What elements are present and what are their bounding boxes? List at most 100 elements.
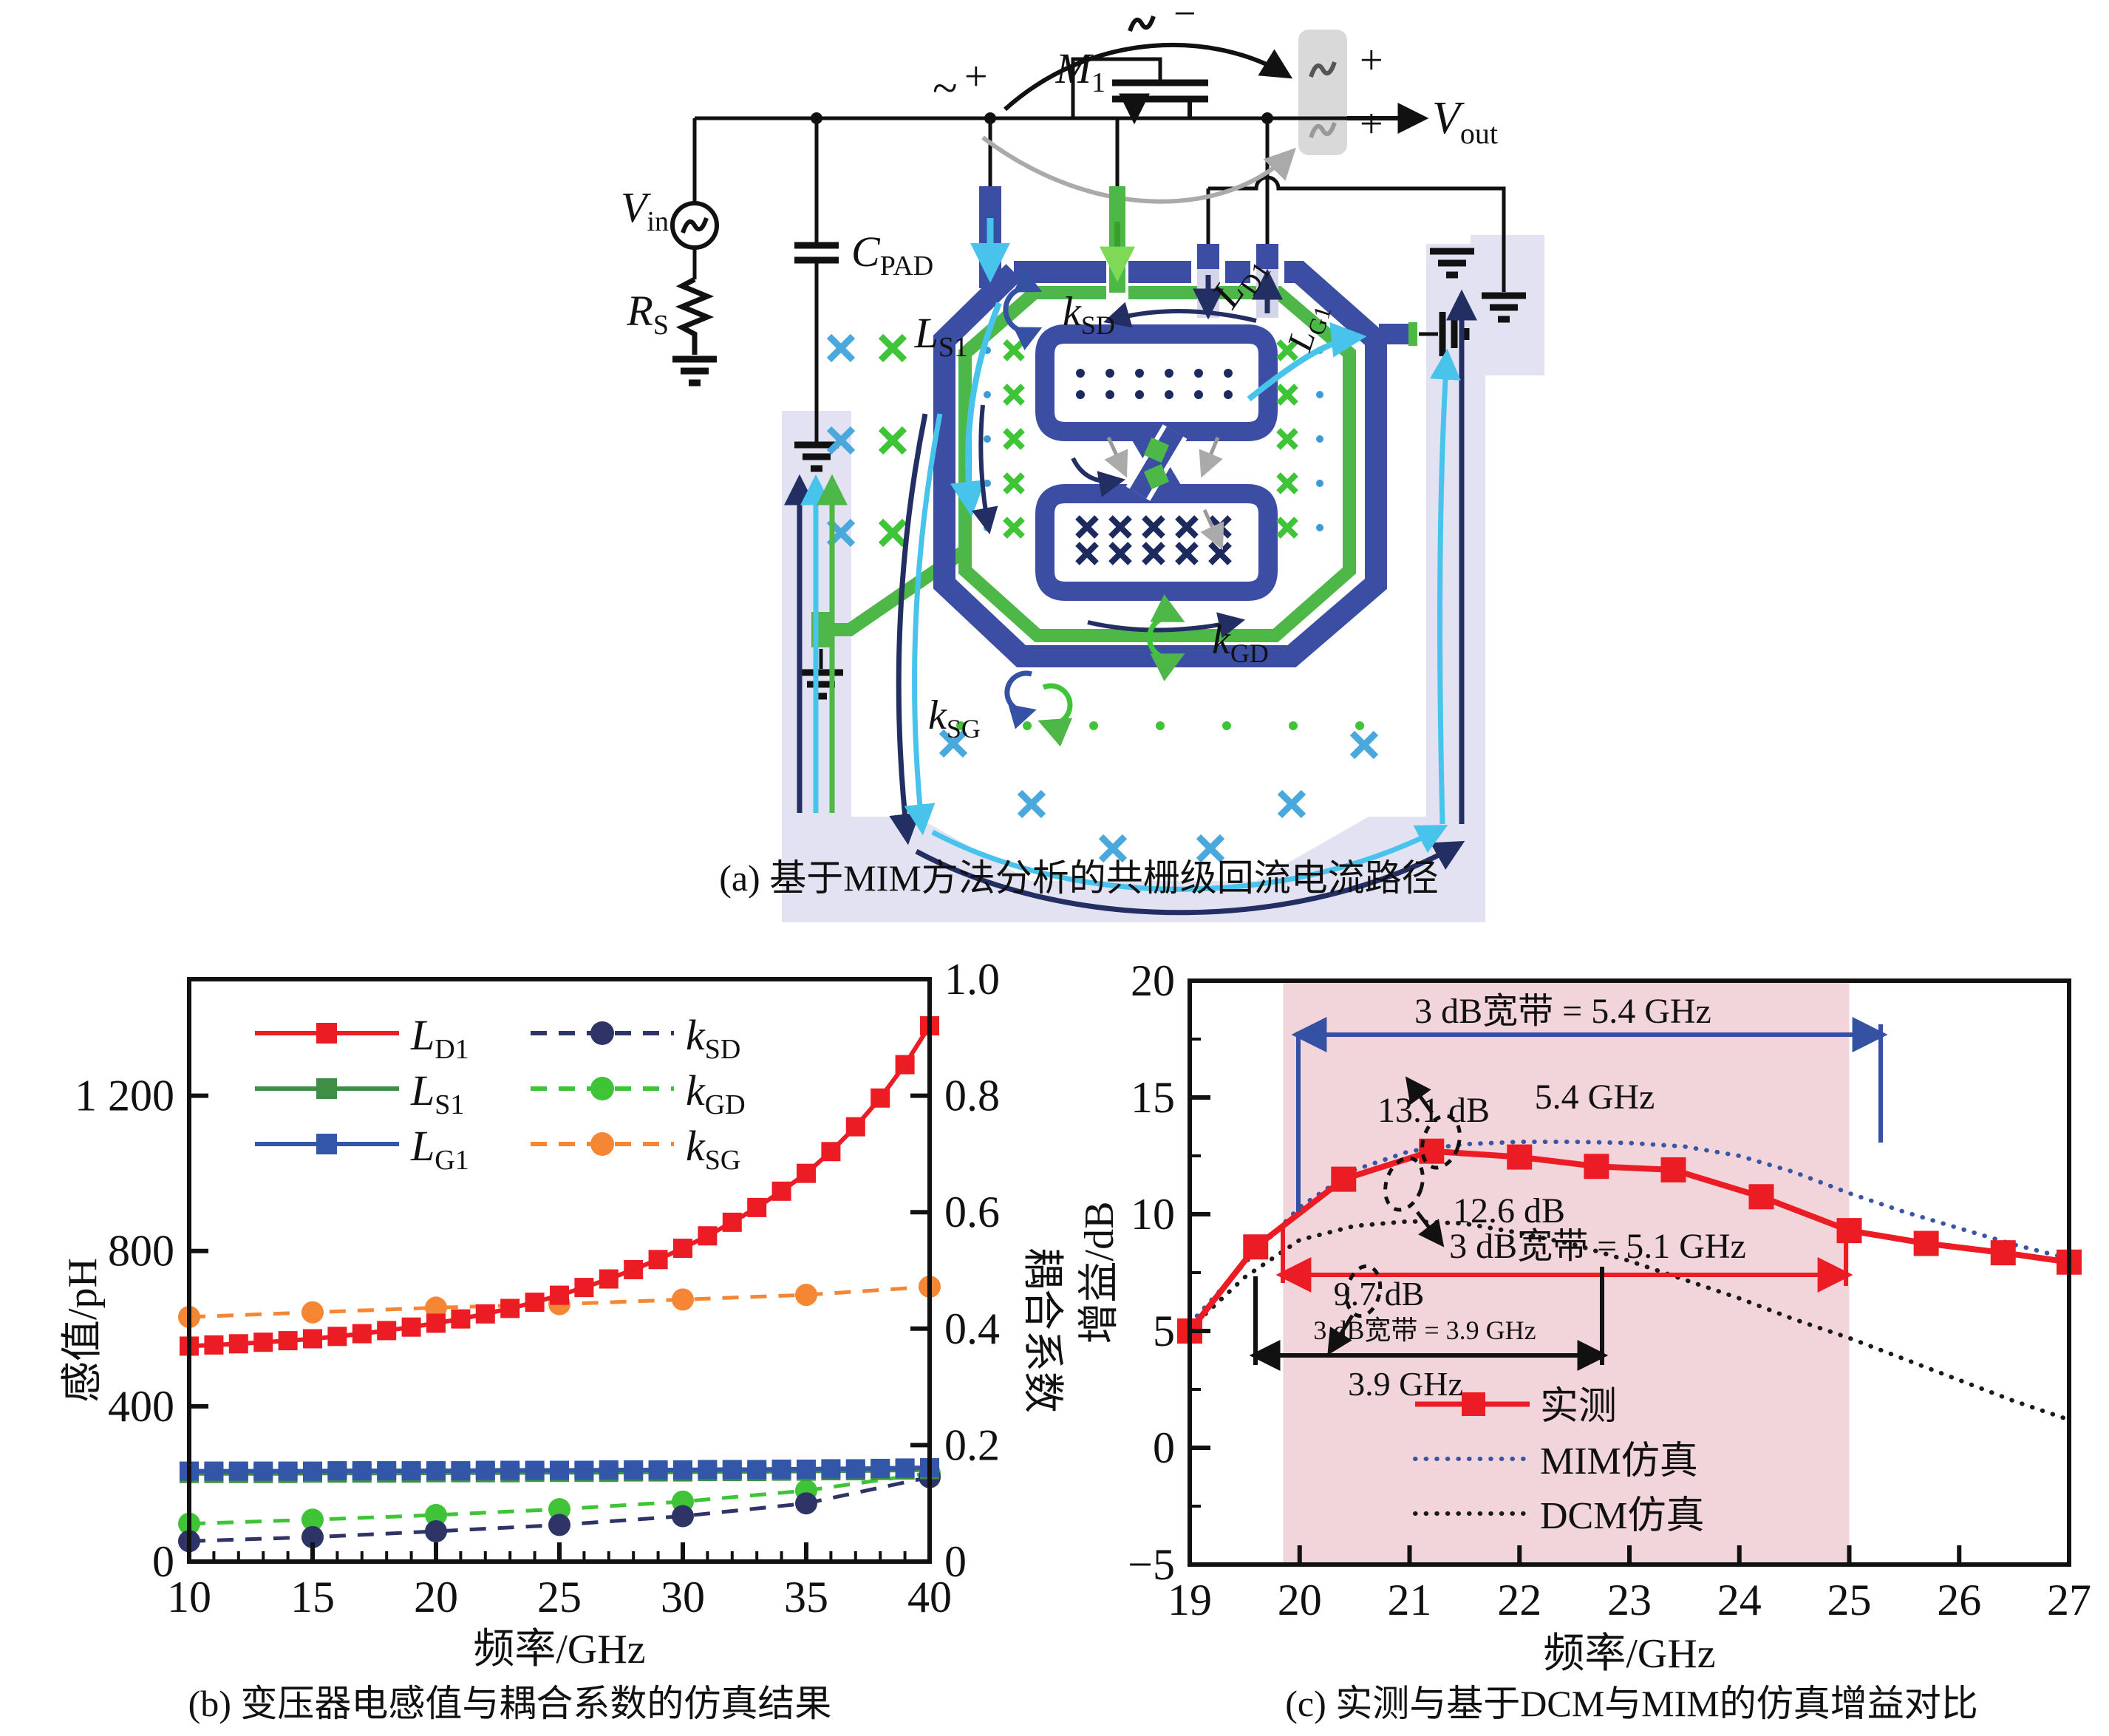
- svg-text:10: 10: [167, 1573, 211, 1621]
- svg-text:−: −: [1173, 0, 1196, 35]
- transformer-layout: [799, 186, 1526, 696]
- svg-text:−5: −5: [1128, 1540, 1175, 1589]
- svg-text:15: 15: [290, 1573, 335, 1621]
- chart-c-axes: 19 20 21 22 23 24 25 26 27 −5 0 5 10 15 20: [1128, 956, 2091, 1624]
- svg-text:30: 30: [661, 1573, 705, 1621]
- panel-c-gain-chart: 19 20 21 22 23 24 25 26 27 −5 0 5 10 15 20: [1077, 956, 2091, 1724]
- svg-text:0.6: 0.6: [944, 1188, 1000, 1236]
- svg-text:40: 40: [907, 1573, 952, 1621]
- vin-source: [672, 201, 717, 383]
- annotation-bw-dcm: 3 dB宽带 = 3.9 GHz: [1313, 1315, 1536, 1345]
- annotation-gain-meas: 12.6 dB: [1453, 1191, 1565, 1230]
- chart-c-annotations: 3 dB宽带 = 5.4 GHz 5.4 GHz 13.1 dB 12.6 dB…: [1249, 992, 1888, 1403]
- svg-text:0: 0: [944, 1537, 967, 1586]
- svg-text:1.0: 1.0: [944, 955, 1000, 1004]
- svg-text:400: 400: [108, 1382, 174, 1431]
- panel-a-circuit-diagram: Vin RS CPAD ~ + M1 − + + Vout LS1 LD1 LG…: [621, 0, 1544, 922]
- svg-text:LS1: LS1: [410, 1066, 464, 1120]
- legend-item-lg1: LG1: [255, 1122, 469, 1176]
- feedback-arrow: [981, 135, 1296, 204]
- chart-b-xlabel: 频率/GHz: [473, 1627, 645, 1672]
- chart-b-ylabel-right: 耦合系数: [1019, 1247, 1065, 1413]
- ground-icon: [672, 359, 717, 383]
- chart-b-series: [178, 1016, 941, 1553]
- legend-item-ksg: kSG: [531, 1122, 740, 1176]
- svg-text:0.4: 0.4: [944, 1304, 1000, 1353]
- svg-text:CPAD: CPAD: [851, 228, 933, 282]
- svg-text:0.2: 0.2: [944, 1420, 1000, 1469]
- chart-c-ylabel: 增益/dB: [1077, 1202, 1122, 1344]
- svg-text:LS1: LS1: [914, 309, 968, 363]
- legend-item-kgd: kGD: [531, 1066, 746, 1120]
- svg-text:24: 24: [1717, 1576, 1762, 1624]
- dcm-bandwidth-arrow: [1249, 1267, 1609, 1371]
- svg-text:kSD: kSD: [686, 1011, 740, 1065]
- svg-text:21: 21: [1388, 1576, 1432, 1624]
- svg-text:25: 25: [1827, 1576, 1872, 1624]
- svg-text:10: 10: [1131, 1190, 1175, 1239]
- legend-item-ld1: LD1: [255, 1011, 469, 1065]
- svg-text:kSG: kSG: [686, 1122, 740, 1176]
- ld1-terminals: [1193, 244, 1283, 320]
- annotation-gain-mim: 13.1 dB: [1377, 1091, 1490, 1130]
- svg-text:800: 800: [108, 1227, 174, 1276]
- caption-c: (c) 实测与基于DCM与MIM的仿真增益对比: [1285, 1683, 1977, 1724]
- svg-text:27: 27: [2047, 1576, 2091, 1624]
- svg-text:15: 15: [1131, 1073, 1175, 1122]
- svg-text:20: 20: [1131, 956, 1175, 1005]
- svg-text:1 200: 1 200: [75, 1072, 174, 1120]
- svg-text:kGD: kGD: [686, 1066, 746, 1120]
- rs-resistor: [675, 276, 715, 355]
- svg-text:23: 23: [1607, 1576, 1652, 1624]
- chart-c-legend: 实测 MIM仿真 DCM仿真: [1413, 1386, 1704, 1537]
- svg-text:+: +: [1360, 101, 1383, 147]
- svg-text:DCM仿真: DCM仿真: [1540, 1495, 1704, 1537]
- feedforward-arrow: [1003, 42, 1293, 112]
- svg-text:MIM仿真: MIM仿真: [1540, 1440, 1698, 1483]
- m1-transistor: [984, 16, 1273, 125]
- svg-text:LG1: LG1: [410, 1122, 469, 1176]
- cpad-capacitor: [794, 112, 839, 469]
- caption-b: (b) 变压器电感值与耦合系数的仿真结果: [188, 1683, 832, 1724]
- output-probe: [1311, 62, 1429, 137]
- legend-item-mim: MIM仿真: [1413, 1440, 1698, 1483]
- curve-callout-lassos: [1327, 1076, 1462, 1355]
- sine-icon: [1130, 16, 1154, 31]
- legend-item-ksd: kSD: [531, 1011, 740, 1065]
- return-current-arrows: [784, 289, 1477, 916]
- svg-text:19: 19: [1168, 1576, 1212, 1624]
- field-markers: [826, 333, 1379, 863]
- chart-b-border: [187, 977, 932, 1564]
- svg-text:35: 35: [784, 1573, 828, 1621]
- svg-text:5: 5: [1153, 1307, 1175, 1355]
- svg-text:25: 25: [537, 1573, 582, 1621]
- annotation-gain-dcm: 9.7 dB: [1334, 1275, 1425, 1313]
- annotation-bw-dcm-val: 3.9 GHz: [1348, 1365, 1463, 1403]
- svg-text:0: 0: [1153, 1423, 1175, 1472]
- chart-c-series: [1177, 1138, 2082, 1423]
- svg-text:RS: RS: [626, 287, 669, 341]
- svg-text:26: 26: [1937, 1576, 1981, 1624]
- svg-text:22: 22: [1497, 1576, 1541, 1624]
- chart-c-border: [1188, 978, 2071, 1567]
- caption-a: (a) 基于MIM方法分析的共栅级回流电流路径: [719, 857, 1439, 899]
- svg-text:Vin: Vin: [621, 183, 669, 237]
- lg1-exit: [831, 545, 970, 636]
- svg-text:kGD: kGD: [1212, 617, 1269, 668]
- chart-c-xlabel: 频率/GHz: [1543, 1631, 1715, 1677]
- output-probe-box: [1298, 30, 1347, 155]
- svg-text:+: +: [1360, 38, 1383, 84]
- tilde-symbol: ~: [933, 64, 958, 114]
- svg-text:0.8: 0.8: [944, 1072, 1000, 1120]
- legend-item-dcm: DCM仿真: [1413, 1495, 1704, 1537]
- mim-bandwidth-arrow: [1291, 1017, 1888, 1212]
- svg-text:实测: 实测: [1540, 1386, 1617, 1428]
- chart-b-ylabel-left: 感值/pH: [60, 1258, 106, 1403]
- legend-item-ls1: LS1: [255, 1066, 464, 1120]
- svg-text:kSD: kSD: [1063, 289, 1115, 340]
- coupling-arrows: [1003, 269, 1185, 747]
